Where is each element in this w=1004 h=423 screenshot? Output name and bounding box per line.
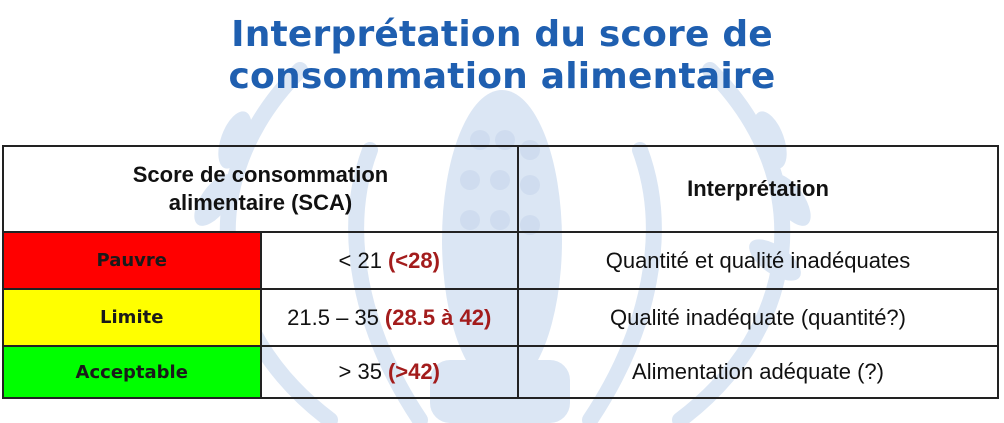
range-cell: > 35 (>42) xyxy=(259,345,519,399)
header-score: Score de consommation alimentaire (SCA) xyxy=(2,145,519,233)
header-score-line-2: alimentaire (SCA) xyxy=(168,190,353,215)
table-row: Limite 21.5 – 35 (28.5 à 42) Qualité inad… xyxy=(2,288,999,347)
table-header-row: Score de consommation alimentaire (SCA) … xyxy=(2,145,999,233)
alt-range-value: (>42) xyxy=(387,359,440,384)
level-limite: Limite xyxy=(2,288,262,347)
interpretation-cell: Alimentation adéquate (?) xyxy=(517,345,999,399)
title-line-1: Interprétation du score de xyxy=(231,14,773,55)
table-row: Acceptable > 35 (>42) Alimentation adéqua… xyxy=(2,345,999,399)
sca-interpretation-table: Score de consommation alimentaire (SCA) … xyxy=(2,145,999,399)
level-pauvre: Pauvre xyxy=(2,231,262,290)
title-line-2: consommation alimentaire xyxy=(228,56,776,97)
level-acceptable: Acceptable xyxy=(2,345,262,399)
range-value: < 21 xyxy=(338,247,382,273)
interpretation-cell: Quantité et qualité inadéquates xyxy=(517,231,999,290)
page-title: Interprétation du score de consommation … xyxy=(0,14,1004,98)
header-interpretation: Interprétation xyxy=(517,145,999,233)
alt-range-value: (28.5 à 42) xyxy=(384,304,492,330)
header-score-line-1: Score de consommation xyxy=(132,162,389,187)
range-value: > 35 xyxy=(338,359,382,384)
range-cell: 21.5 – 35 (28.5 à 42) xyxy=(259,288,519,347)
interpretation-cell: Qualité inadéquate (quantité?) xyxy=(517,288,999,347)
range-cell: < 21 (<28) xyxy=(259,231,519,290)
range-value: 21.5 – 35 xyxy=(287,304,379,330)
alt-range-value: (<28) xyxy=(387,247,440,273)
table-row: Pauvre < 21 (<28) Quantité et qualité ina… xyxy=(2,231,999,290)
